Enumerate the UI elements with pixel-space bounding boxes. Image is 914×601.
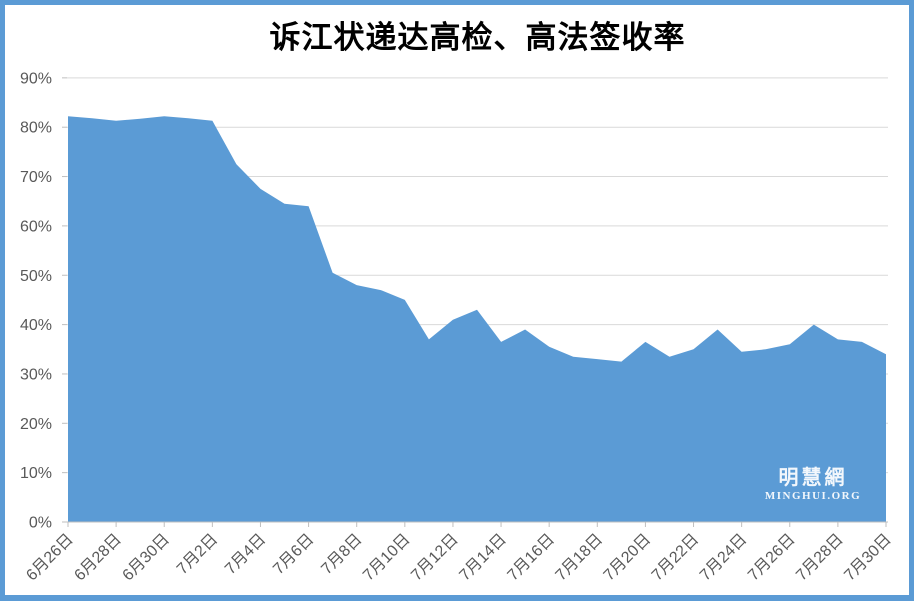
x-axis-label: 7月24日 [697, 531, 751, 585]
x-axis-label: 7月22日 [649, 531, 703, 585]
y-axis-label: 70% [20, 169, 52, 186]
x-axis-label: 6月30日 [119, 531, 173, 585]
x-axis-label: 7月10日 [360, 531, 414, 585]
x-axis-label: 6月26日 [23, 531, 77, 585]
plot-area: 0% 10% 20% 30% 40% 50% 60% 70% 80% 90% 6月26日6月28日6… [20, 70, 895, 585]
x-axis-label: 7月2日 [174, 531, 221, 578]
x-axis-label: 7月6日 [270, 531, 317, 578]
y-axis-label: 80% [20, 120, 52, 137]
x-axis-label: 7月4日 [222, 531, 269, 578]
x-axis-label: 7月8日 [318, 531, 365, 578]
x-axis-label: 7月28日 [793, 531, 847, 585]
y-axis-label: 0% [29, 515, 52, 532]
chart-title: 诉江状递达高检、高法签收率 [269, 20, 686, 55]
x-axis-label: 7月16日 [504, 531, 558, 585]
area-series [68, 116, 886, 523]
x-axis-label: 7月12日 [408, 531, 462, 585]
y-axis-label: 30% [20, 366, 52, 383]
x-axis-label: 7月20日 [601, 531, 655, 585]
y-axis-label: 60% [20, 218, 52, 235]
x-axis-label: 7月18日 [553, 531, 607, 585]
y-axis-label: 10% [20, 465, 52, 482]
x-axis-label: 7月26日 [745, 531, 799, 585]
y-axis-label: 50% [20, 268, 52, 285]
y-axis-label: 90% [20, 70, 52, 87]
y-axis-label: 20% [20, 416, 52, 433]
y-axis-label: 40% [20, 317, 52, 334]
x-axis-label: 7月14日 [456, 531, 510, 585]
x-axis-label: 6月28日 [71, 531, 125, 585]
x-axis-label: 7月30日 [841, 531, 895, 585]
